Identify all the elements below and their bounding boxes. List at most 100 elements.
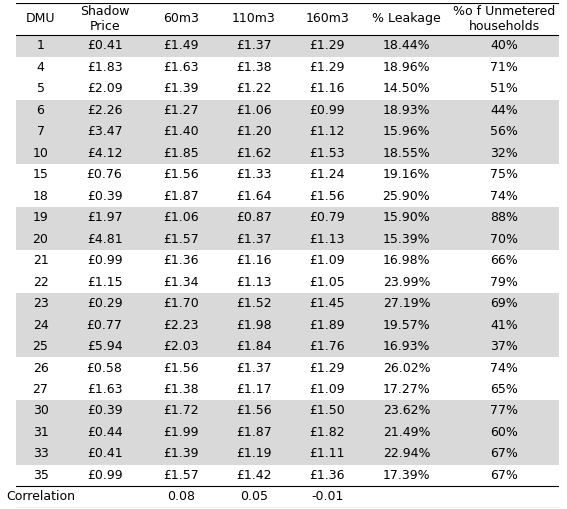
Bar xyxy=(144,250,217,271)
Text: £1.27: £1.27 xyxy=(163,104,198,117)
Bar xyxy=(16,250,65,271)
Text: £5.94: £5.94 xyxy=(87,340,122,353)
Text: 31: 31 xyxy=(33,426,48,439)
Text: 56%: 56% xyxy=(490,125,518,138)
Bar xyxy=(449,56,559,78)
Text: 0.08: 0.08 xyxy=(167,490,195,503)
Text: £1.63: £1.63 xyxy=(87,383,122,396)
Text: £1.63: £1.63 xyxy=(163,61,198,74)
Text: £0.39: £0.39 xyxy=(87,405,122,417)
Text: £1.99: £1.99 xyxy=(163,426,198,439)
Bar xyxy=(290,421,364,443)
Text: 69%: 69% xyxy=(490,297,518,310)
Bar xyxy=(65,35,144,56)
Bar xyxy=(449,207,559,229)
Text: -0.01: -0.01 xyxy=(311,490,344,503)
Bar xyxy=(290,35,364,56)
Text: Shadow
Price: Shadow Price xyxy=(80,5,129,33)
Text: £1.09: £1.09 xyxy=(310,383,345,396)
Bar xyxy=(16,56,65,78)
Bar xyxy=(364,229,449,250)
Text: 21.49%: 21.49% xyxy=(383,426,430,439)
Text: £1.20: £1.20 xyxy=(236,125,272,138)
Bar xyxy=(449,185,559,207)
Text: 24: 24 xyxy=(33,319,48,331)
Text: £0.87: £0.87 xyxy=(236,211,272,224)
Text: 27.19%: 27.19% xyxy=(383,297,430,310)
Text: £0.99: £0.99 xyxy=(310,104,345,117)
Text: 23.99%: 23.99% xyxy=(383,275,430,289)
Bar xyxy=(144,121,217,143)
Bar xyxy=(65,229,144,250)
Bar xyxy=(16,78,65,100)
Bar xyxy=(364,357,449,379)
Bar xyxy=(364,421,449,443)
Text: 18.96%: 18.96% xyxy=(383,61,430,74)
Text: £1.84: £1.84 xyxy=(236,340,272,353)
Text: 74%: 74% xyxy=(490,361,518,375)
Bar xyxy=(65,400,144,421)
Bar xyxy=(449,357,559,379)
Text: £1.56: £1.56 xyxy=(163,361,198,375)
Text: 14.50%: 14.50% xyxy=(383,82,430,95)
Text: % Leakage: % Leakage xyxy=(372,13,441,25)
Text: £4.12: £4.12 xyxy=(87,147,122,160)
Bar xyxy=(290,357,364,379)
Text: 40%: 40% xyxy=(490,39,518,52)
Bar xyxy=(217,293,290,315)
Bar xyxy=(217,379,290,400)
Bar xyxy=(449,486,559,507)
Text: £1.36: £1.36 xyxy=(163,254,198,267)
Bar xyxy=(290,465,364,486)
Bar xyxy=(217,35,290,56)
Text: 15: 15 xyxy=(32,168,48,181)
Text: £1.37: £1.37 xyxy=(236,233,272,246)
Text: £1.62: £1.62 xyxy=(236,147,272,160)
Bar xyxy=(65,315,144,336)
Text: 18.44%: 18.44% xyxy=(383,39,430,52)
Bar xyxy=(217,271,290,293)
Text: 26.02%: 26.02% xyxy=(383,361,430,375)
Bar xyxy=(217,400,290,421)
Text: £1.15: £1.15 xyxy=(87,275,122,289)
Bar xyxy=(65,56,144,78)
Bar xyxy=(449,379,559,400)
Bar xyxy=(144,3,217,35)
Text: 75%: 75% xyxy=(490,168,518,181)
Text: £1.16: £1.16 xyxy=(310,82,345,95)
Bar xyxy=(364,207,449,229)
Bar xyxy=(449,421,559,443)
Bar xyxy=(144,379,217,400)
Bar xyxy=(65,207,144,229)
Bar xyxy=(217,164,290,185)
Bar xyxy=(65,185,144,207)
Bar xyxy=(290,293,364,315)
Bar xyxy=(290,164,364,185)
Bar xyxy=(449,271,559,293)
Bar xyxy=(364,379,449,400)
Bar xyxy=(290,100,364,121)
Bar xyxy=(290,400,364,421)
Text: 60m3: 60m3 xyxy=(163,13,199,25)
Bar xyxy=(449,78,559,100)
Text: £1.70: £1.70 xyxy=(163,297,198,310)
Bar xyxy=(16,379,65,400)
Bar xyxy=(449,315,559,336)
Bar xyxy=(144,486,217,507)
Bar xyxy=(16,271,65,293)
Text: £1.29: £1.29 xyxy=(310,61,345,74)
Bar xyxy=(65,121,144,143)
Bar xyxy=(217,229,290,250)
Text: Correlation: Correlation xyxy=(6,490,75,503)
Text: £1.57: £1.57 xyxy=(163,469,198,482)
Text: £1.19: £1.19 xyxy=(236,447,272,461)
Text: 20: 20 xyxy=(32,233,48,246)
Text: 18.93%: 18.93% xyxy=(383,104,430,117)
Bar xyxy=(449,3,559,35)
Bar xyxy=(217,357,290,379)
Text: 32%: 32% xyxy=(490,147,518,160)
Bar xyxy=(364,3,449,35)
Text: £1.56: £1.56 xyxy=(236,405,272,417)
Text: £1.13: £1.13 xyxy=(236,275,272,289)
Bar xyxy=(16,35,65,56)
